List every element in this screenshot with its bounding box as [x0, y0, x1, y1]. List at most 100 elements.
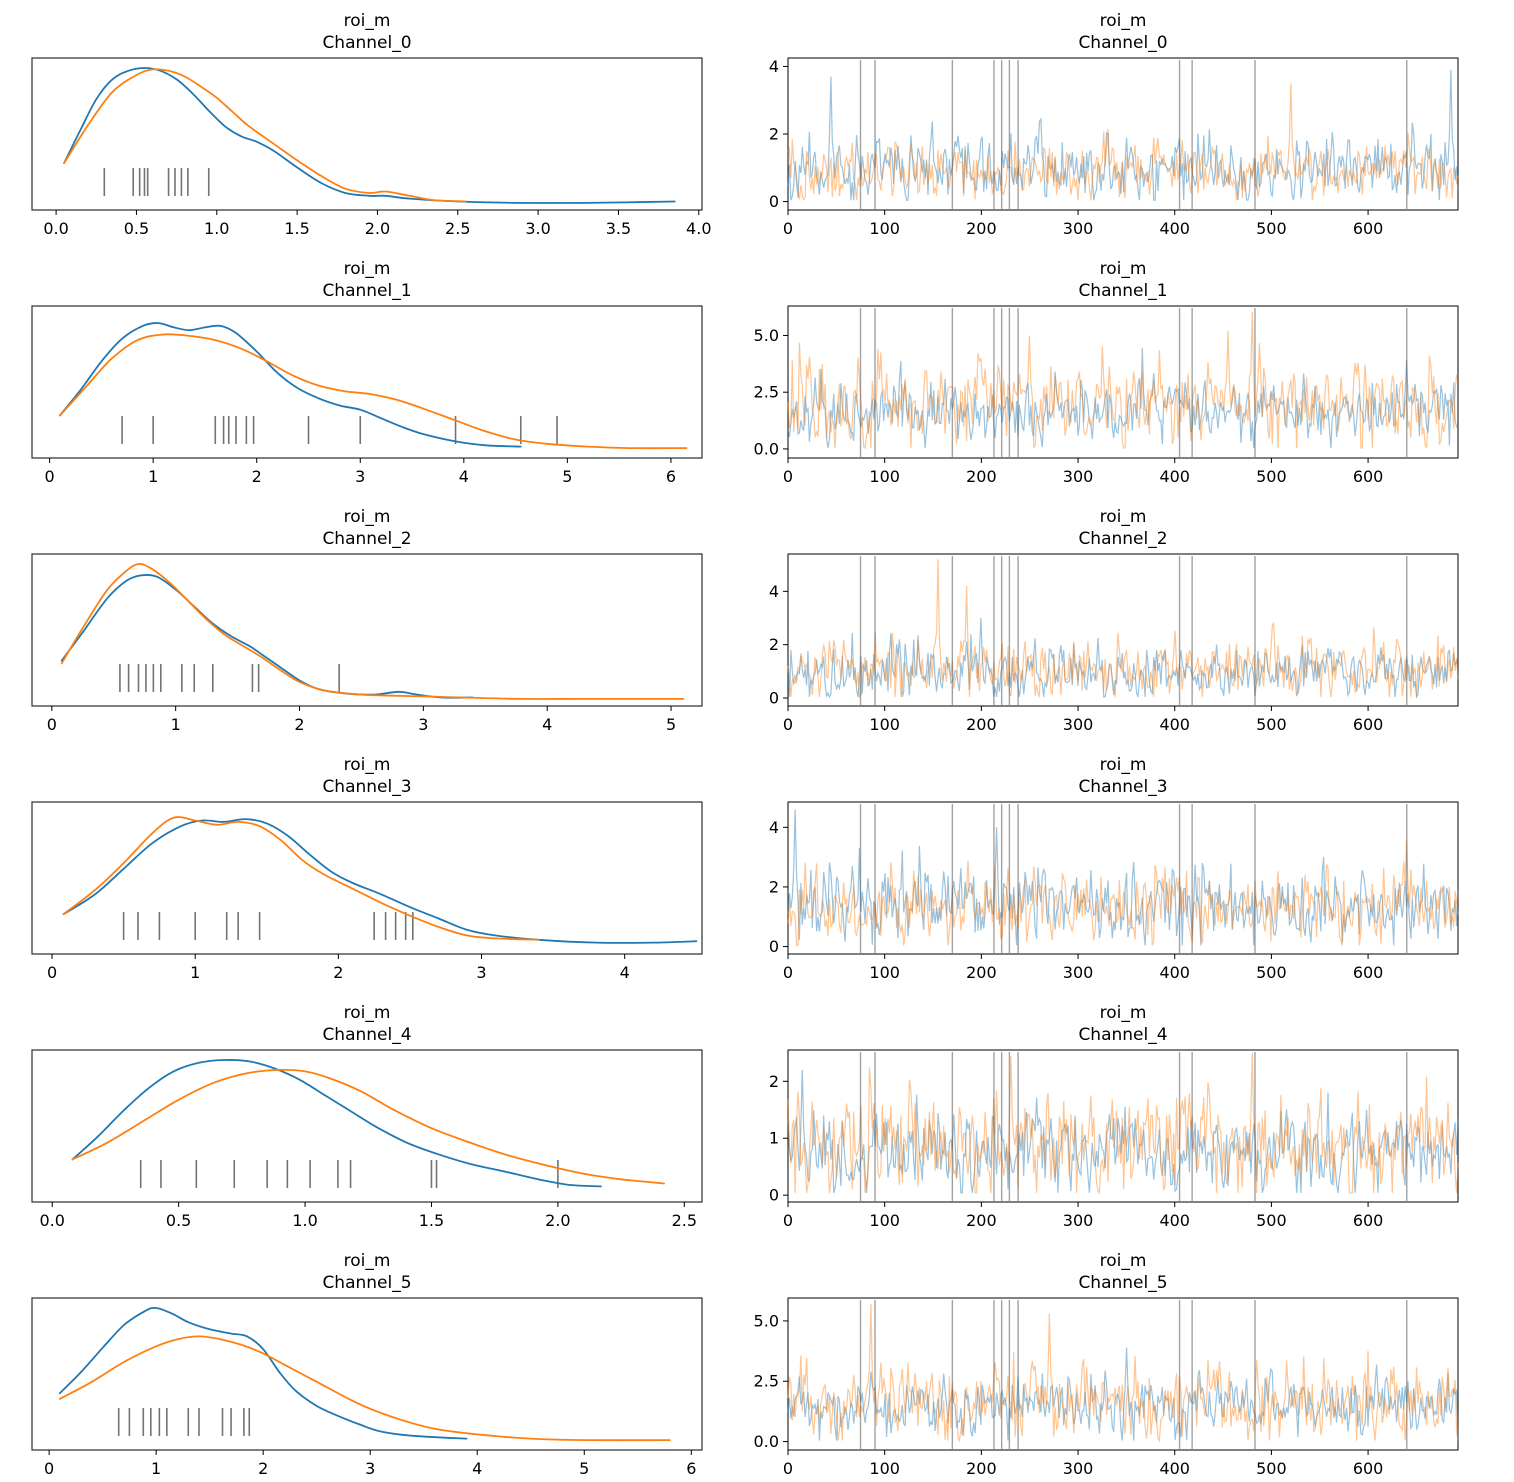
trace-group_orange [787, 559, 1459, 699]
x-tick-label: 2.0 [365, 219, 390, 238]
figure-row-4: roi_m Channel_4 0.0 0.5 1.0 1.5 2.0 2.5 roi_m Cha… [8, 998, 1514, 1234]
panel-subtitle: Channel_2 [322, 529, 411, 549]
panel-title: roi_m [344, 507, 391, 527]
x-tick-label: 600 [1353, 467, 1384, 486]
y-tick-label: 0 [769, 689, 779, 708]
x-tick-label: 600 [1353, 219, 1384, 238]
x-tick-label: 200 [966, 219, 997, 238]
figure-row-0: roi_m Channel_0 0.0 0.5 1.0 1.5 2.0 2.5 3.0 3.5 4.… [8, 6, 1514, 242]
x-tick-label: 100 [869, 963, 900, 982]
x-tick-label: 0 [783, 1459, 793, 1478]
x-tick-label: 0 [47, 963, 57, 982]
trace-group_blue [787, 809, 1459, 946]
x-tick-label: 4 [542, 715, 552, 734]
x-tick-label: 0 [44, 1459, 54, 1478]
timeseries-panel-channel-0: roi_m Channel_0 0 100 200 300 400 500 600 0 2 4 [736, 6, 1492, 242]
panel-title: roi_m [1100, 507, 1147, 527]
panel-title: roi_m [1100, 259, 1147, 279]
panel-title: roi_m [1100, 755, 1147, 775]
x-tick-label: 600 [1353, 1459, 1384, 1478]
y-tick-label: 2.5 [754, 1372, 779, 1391]
x-tick-label: 2 [294, 715, 304, 734]
x-tick-label: 100 [869, 467, 900, 486]
kde-panel-channel-5: roi_m Channel_5 0 1 2 3 4 5 6 [8, 1246, 722, 1482]
x-tick-label: 0.5 [166, 1211, 191, 1230]
x-tick-label: 3 [418, 715, 428, 734]
x-tick-label: 5 [579, 1459, 589, 1478]
y-tick-label: 2 [769, 877, 779, 896]
y-tick-label: 2.5 [754, 383, 779, 402]
kde-curve-group_blue [58, 1306, 468, 1440]
x-tick-label: 0 [783, 963, 793, 982]
y-tick-label: 2 [769, 125, 779, 144]
x-tick-label: 4 [459, 467, 469, 486]
x-tick-label: 1.0 [292, 1211, 317, 1230]
x-tick-label: 400 [1159, 963, 1190, 982]
x-tick-label: 500 [1256, 963, 1287, 982]
panel-title: roi_m [1100, 11, 1147, 31]
x-tick-label: 6 [686, 1459, 696, 1478]
axes-frame [31, 1049, 703, 1203]
x-tick-label: 500 [1256, 1211, 1287, 1230]
x-tick-label: 0 [783, 219, 793, 238]
figure-row-5: roi_m Channel_5 0 1 2 3 4 5 6 roi_m Channel_5 0 100 2… [8, 1246, 1514, 1482]
x-tick-label: 500 [1256, 467, 1287, 486]
x-tick-label: 2.0 [545, 1211, 570, 1230]
x-tick-label: 1 [151, 1459, 161, 1478]
x-tick-label: 1.5 [419, 1211, 444, 1230]
y-tick-label: 4 [769, 818, 779, 837]
timeseries-panel-channel-3: roi_m Channel_3 0 100 200 300 400 500 600 0 2 4 [736, 750, 1492, 986]
trace-group_orange [787, 1303, 1459, 1443]
panel-subtitle: Channel_0 [1078, 33, 1167, 53]
x-tick-label: 0.0 [39, 1211, 64, 1230]
panel-subtitle: Channel_1 [1078, 281, 1167, 301]
x-tick-label: 2.5 [672, 1211, 697, 1230]
y-tick-label: 5.0 [754, 1311, 779, 1330]
figure-row-1: roi_m Channel_1 0 1 2 3 4 5 6 roi_m Channel_1 0 100 2… [8, 254, 1514, 490]
x-tick-label: 5 [666, 715, 676, 734]
x-tick-label: 6 [666, 467, 676, 486]
x-tick-label: 100 [869, 1211, 900, 1230]
x-tick-label: 500 [1256, 715, 1287, 734]
x-tick-label: 0 [783, 1211, 793, 1230]
x-tick-label: 500 [1256, 1459, 1287, 1478]
x-tick-label: 3 [355, 467, 365, 486]
panel-title: roi_m [344, 259, 391, 279]
panel-title: roi_m [344, 1003, 391, 1023]
y-tick-label: 2 [769, 1072, 779, 1091]
x-tick-label: 0 [45, 467, 55, 486]
y-tick-label: 0 [769, 192, 779, 211]
x-tick-label: 1 [190, 963, 200, 982]
x-tick-label: 0.0 [43, 219, 68, 238]
panel-subtitle: Channel_3 [322, 777, 411, 797]
x-tick-label: 4.0 [686, 219, 711, 238]
x-tick-label: 2 [258, 1459, 268, 1478]
axes-frame [787, 1297, 1459, 1451]
kde-curve-group_orange [60, 563, 685, 700]
axes-frame [31, 553, 703, 707]
kde-panel-channel-0: roi_m Channel_0 0.0 0.5 1.0 1.5 2.0 2.5 3.0 3.5 4.… [8, 6, 722, 242]
x-tick-label: 1.0 [204, 219, 229, 238]
x-tick-label: 400 [1159, 1459, 1190, 1478]
panel-title: roi_m [1100, 1003, 1147, 1023]
x-tick-label: 0 [783, 715, 793, 734]
trace-group_orange [787, 839, 1459, 946]
x-tick-label: 200 [966, 1459, 997, 1478]
kde-curve-group_blue [63, 67, 676, 204]
panel-subtitle: Channel_5 [322, 1273, 411, 1293]
timeseries-panel-channel-4: roi_m Channel_4 0 100 200 300 400 500 600 0 1 2 [736, 998, 1492, 1234]
y-tick-label: 4 [769, 582, 779, 601]
y-tick-label: 0.0 [754, 1432, 779, 1451]
x-tick-label: 1 [148, 467, 158, 486]
y-tick-label: 0.0 [754, 439, 779, 458]
x-tick-label: 400 [1159, 467, 1190, 486]
timeseries-panel-channel-1: roi_m Channel_1 0 100 200 300 400 500 600 0.0 2.5 5… [736, 254, 1492, 490]
y-tick-label: 4 [769, 57, 779, 76]
kde-curve-group_blue [62, 818, 698, 944]
x-tick-label: 400 [1159, 715, 1190, 734]
